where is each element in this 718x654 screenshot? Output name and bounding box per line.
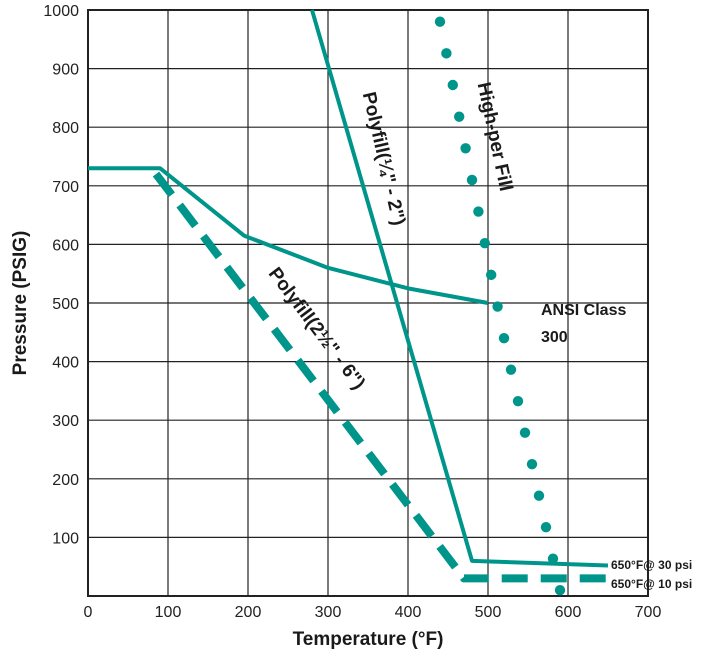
series-3-dot — [447, 79, 458, 91]
tick-labels: 0 100 200 300 400 500 600 700 100 200 300 400 500 600… — [43, 3, 661, 621]
plot-frame — [87, 9, 649, 597]
series-0-line — [88, 166, 489, 305]
series-3-dot — [466, 174, 478, 186]
x-tick-label-7: 700 — [635, 604, 662, 621]
x-tick-label-1: 100 — [155, 604, 182, 621]
series-3-dot — [519, 427, 531, 438]
y-tick-label-0: 100 — [52, 530, 79, 547]
y-tick-label-5: 600 — [52, 237, 79, 254]
annotation-polyfill-large: Polyfill(2½" - 6") — [264, 264, 369, 394]
x-axis-title: Temperature (°F) — [293, 629, 444, 650]
series-3-dot — [441, 48, 452, 59]
series-3-dot — [547, 553, 559, 564]
annotation-ansi-line1: ANSI Class — [541, 302, 626, 319]
x-tick-label-4: 400 — [395, 604, 422, 621]
y-axis-title: Pressure (PSIG) — [10, 231, 31, 376]
y-tick-label-8: 900 — [52, 62, 79, 79]
x-tick-label-3: 300 — [315, 604, 342, 621]
x-tick-label-6: 600 — [555, 604, 582, 621]
series-3-dot — [498, 332, 510, 344]
series-3-dot — [505, 364, 517, 375]
annotation-polyfill-small: Polyfill(¼" - 2") — [358, 90, 409, 227]
series-3-dot — [554, 584, 566, 596]
series-3-dot — [473, 206, 484, 217]
series-3-dot — [454, 111, 465, 122]
y-tick-label-4: 500 — [52, 296, 79, 313]
x-tick-label-5: 500 — [475, 604, 502, 621]
end-label-10psi: 650°F@ 10 psi — [611, 577, 692, 591]
y-tick-label-7: 800 — [52, 120, 79, 137]
y-tick-label-6: 700 — [52, 179, 79, 196]
series-3-dot — [460, 143, 471, 154]
series-3-dot — [512, 395, 524, 407]
y-tick-label-3: 400 — [52, 355, 79, 372]
x-tick-label-2: 200 — [235, 604, 262, 621]
series-3-dot — [479, 238, 490, 249]
y-tick-label-9: 1000 — [43, 3, 79, 20]
annotation-high-per-fill: High-per Fill — [473, 80, 517, 193]
y-tick-label-1: 200 — [52, 472, 79, 489]
series-3-dot — [533, 490, 545, 501]
series-3-dot — [486, 269, 497, 281]
annotation-ansi-line2: 300 — [541, 329, 568, 346]
end-label-30psi: 650°F@ 30 psi — [611, 558, 692, 572]
x-tick-label-0: 0 — [84, 604, 93, 621]
series-3-dot — [434, 16, 446, 27]
series-1-line — [310, 9, 609, 568]
series-2-line — [152, 171, 608, 583]
series-3-dot — [540, 521, 552, 533]
series-group — [88, 9, 609, 596]
series-3-dot — [492, 301, 503, 312]
series-3-dot — [526, 458, 538, 470]
y-tick-label-2: 300 — [52, 413, 79, 430]
